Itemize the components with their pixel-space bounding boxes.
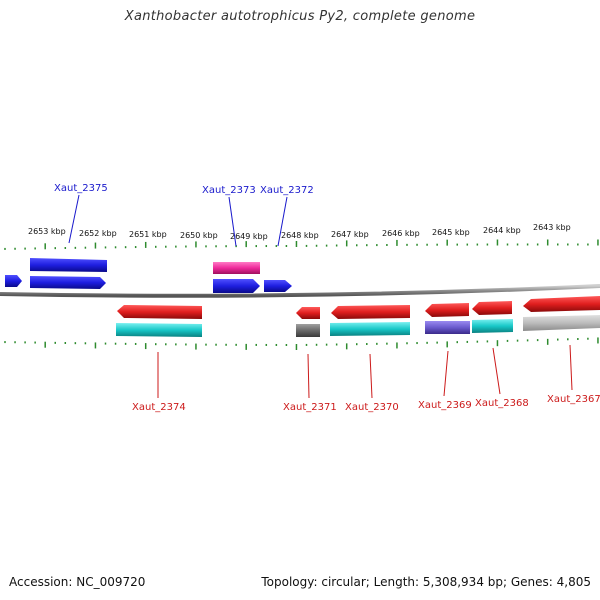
gene-label[interactable]: Xaut_2374 [132,402,186,413]
gene-label[interactable]: Xaut_2373 [202,185,256,196]
gene-arrow[interactable] [331,305,410,319]
gene-arrow[interactable] [213,279,260,293]
topology-text: Topology: circular; Length: 5,308,934 bp… [261,575,591,589]
reverse-strand-features [116,296,600,337]
gene-label[interactable]: Xaut_2368 [475,398,529,409]
gene-arrow[interactable] [425,303,469,317]
leader-line [569,344,573,391]
leader-line [68,194,80,244]
gene-label[interactable]: Xaut_2372 [260,185,314,196]
gene-arrow[interactable] [296,324,320,337]
gene-arrow[interactable] [330,322,410,336]
gene-arrow[interactable] [5,275,22,287]
forward-strand-features [5,258,292,293]
leader-line [228,196,237,247]
gene-label[interactable]: Xaut_2370 [345,402,399,413]
kbp-label: 2645 kbp [432,228,470,237]
gene-label[interactable]: Xaut_2369 [418,400,472,411]
gene-arrow[interactable] [116,323,202,337]
scale-ticks-top [4,239,599,250]
leader-line [369,353,373,399]
gene-arrow[interactable] [472,301,512,315]
kbp-label: 2652 kbp [79,229,117,238]
gene-label[interactable]: Xaut_2371 [283,402,337,413]
gene-labels-bottom: Xaut_2374 Xaut_2371 Xaut_2370 Xaut_2369 … [132,394,600,413]
kbp-label: 2648 kbp [281,231,319,240]
gene-arrow[interactable] [523,296,600,312]
gene-arrow[interactable] [523,315,600,331]
scale-labels: 2653 kbp 2652 kbp 2651 kbp 2650 kbp 2649… [28,223,571,241]
gene-arrow[interactable] [472,319,513,333]
gene-arrow[interactable] [30,258,107,272]
gene-arrow[interactable] [117,305,202,319]
gene-arrow[interactable] [213,262,260,274]
gene-arrow[interactable] [264,280,292,292]
leader-line [492,347,501,395]
leader-line [277,196,288,247]
gene-labels-top: Xaut_2375 Xaut_2373 Xaut_2372 [54,183,314,196]
kbp-label: 2650 kbp [180,231,218,240]
kbp-label: 2649 kbp [230,232,268,241]
label-leader-lines [68,194,573,399]
gene-label[interactable]: Xaut_2375 [54,183,108,194]
kbp-label: 2644 kbp [483,226,521,235]
gene-arrow[interactable] [296,307,320,319]
accession-text: Accession: NC_009720 [9,575,146,589]
gene-label[interactable]: Xaut_2367 [547,394,600,405]
leader-line [443,350,449,397]
genome-backbone [0,284,600,298]
genome-title: Xanthobacter autotrophicus Py2, complete… [124,9,476,24]
kbp-label: 2651 kbp [129,230,167,239]
kbp-label: 2646 kbp [382,229,420,238]
gene-arrow[interactable] [425,321,470,334]
kbp-label: 2653 kbp [28,227,66,236]
kbp-label: 2643 kbp [533,223,571,232]
kbp-label: 2647 kbp [331,230,369,239]
leader-line [307,353,310,399]
gene-arrow[interactable] [30,276,106,289]
scale-ticks-bottom [4,337,599,350]
